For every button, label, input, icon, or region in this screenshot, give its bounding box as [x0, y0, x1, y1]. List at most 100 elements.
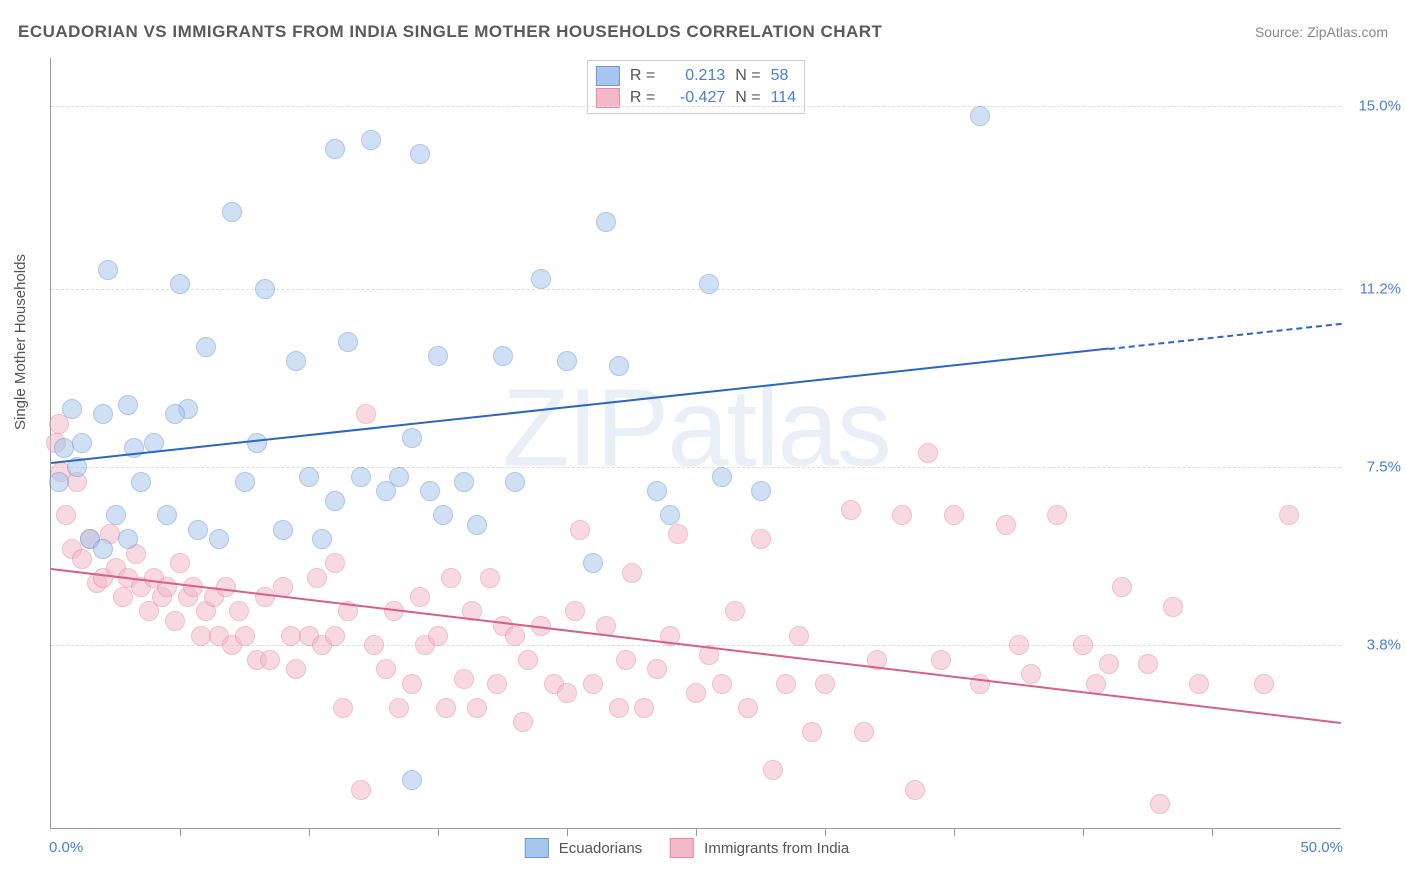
- scatter-point: [165, 611, 185, 631]
- scatter-point: [454, 669, 474, 689]
- scatter-point: [402, 770, 422, 790]
- chart-title: ECUADORIAN VS IMMIGRANTS FROM INDIA SING…: [18, 22, 882, 42]
- scatter-point: [72, 549, 92, 569]
- x-tick: [825, 828, 826, 836]
- scatter-point: [196, 337, 216, 357]
- scatter-point: [255, 587, 275, 607]
- scatter-point: [235, 626, 255, 646]
- scatter-point: [738, 698, 758, 718]
- scatter-point: [634, 698, 654, 718]
- scatter-point: [410, 144, 430, 164]
- scatter-point: [802, 722, 822, 742]
- scatter-point: [725, 601, 745, 621]
- scatter-point: [996, 515, 1016, 535]
- scatter-point: [892, 505, 912, 525]
- scatter-point: [364, 635, 384, 655]
- scatter-point: [1254, 674, 1274, 694]
- scatter-point: [131, 472, 151, 492]
- scatter-point: [531, 269, 551, 289]
- scatter-point: [402, 428, 422, 448]
- scatter-point: [338, 332, 358, 352]
- x-tick: [567, 828, 568, 836]
- scatter-point: [229, 601, 249, 621]
- y-tick-label: 7.5%: [1367, 459, 1401, 476]
- scatter-point: [686, 683, 706, 703]
- legend-series-name: Immigrants from India: [704, 840, 849, 857]
- scatter-point: [170, 553, 190, 573]
- trend-line: [1109, 323, 1341, 350]
- gridline: [51, 467, 1341, 468]
- legend-r-label: R =: [630, 89, 655, 107]
- legend-n-value: 114: [771, 89, 797, 107]
- scatter-point: [1163, 597, 1183, 617]
- scatter-point: [376, 659, 396, 679]
- legend-r-value: -0.427: [665, 89, 725, 107]
- scatter-point: [157, 505, 177, 525]
- scatter-point: [255, 279, 275, 299]
- x-tick: [180, 828, 181, 836]
- scatter-point: [299, 467, 319, 487]
- scatter-point: [712, 674, 732, 694]
- scatter-point: [668, 524, 688, 544]
- x-tick: [1212, 828, 1213, 836]
- legend-swatch: [525, 838, 549, 858]
- scatter-point: [428, 626, 448, 646]
- scatter-point: [54, 438, 74, 458]
- legend-row: R =0.213N =58: [596, 65, 796, 87]
- scatter-point: [222, 202, 242, 222]
- scatter-point: [356, 404, 376, 424]
- scatter-point: [410, 587, 430, 607]
- scatter-point: [93, 404, 113, 424]
- scatter-point: [351, 780, 371, 800]
- scatter-point: [209, 529, 229, 549]
- watermark-text: ZIPatlas: [502, 364, 889, 491]
- scatter-point: [1009, 635, 1029, 655]
- series-legend: Ecuadorians Immigrants from India: [525, 838, 867, 858]
- scatter-point: [312, 529, 332, 549]
- scatter-point: [565, 601, 585, 621]
- y-tick-label: 11.2%: [1360, 281, 1401, 298]
- scatter-point: [467, 698, 487, 718]
- trend-line: [51, 348, 1109, 464]
- scatter-point: [93, 539, 113, 559]
- scatter-point: [454, 472, 474, 492]
- scatter-point: [235, 472, 255, 492]
- scatter-point: [467, 515, 487, 535]
- y-tick-label: 3.8%: [1367, 637, 1401, 654]
- legend-swatch: [596, 88, 620, 108]
- scatter-point: [1086, 674, 1106, 694]
- scatter-point: [188, 520, 208, 540]
- scatter-point: [647, 481, 667, 501]
- scatter-point: [307, 568, 327, 588]
- legend-series-name: Ecuadorians: [559, 840, 642, 857]
- scatter-point: [609, 698, 629, 718]
- scatter-point: [557, 683, 577, 703]
- scatter-point: [609, 356, 629, 376]
- scatter-point: [351, 467, 371, 487]
- scatter-point: [113, 587, 133, 607]
- scatter-point: [513, 712, 533, 732]
- scatter-point: [854, 722, 874, 742]
- scatter-point: [751, 529, 771, 549]
- scatter-point: [1112, 577, 1132, 597]
- scatter-point: [970, 674, 990, 694]
- scatter-point: [118, 395, 138, 415]
- scatter-point: [333, 698, 353, 718]
- scatter-point: [712, 467, 732, 487]
- legend-swatch: [670, 838, 694, 858]
- legend-r-label: R =: [630, 67, 655, 85]
- scatter-point: [273, 520, 293, 540]
- scatter-point: [98, 260, 118, 280]
- scatter-point: [647, 659, 667, 679]
- legend-swatch: [596, 66, 620, 86]
- scatter-point: [944, 505, 964, 525]
- scatter-point: [49, 472, 69, 492]
- x-tick: [696, 828, 697, 836]
- scatter-point: [325, 626, 345, 646]
- scatter-point: [487, 674, 507, 694]
- scatter-point: [789, 626, 809, 646]
- scatter-point: [1279, 505, 1299, 525]
- scatter-point: [970, 106, 990, 126]
- scatter-point: [505, 626, 525, 646]
- scatter-point: [170, 274, 190, 294]
